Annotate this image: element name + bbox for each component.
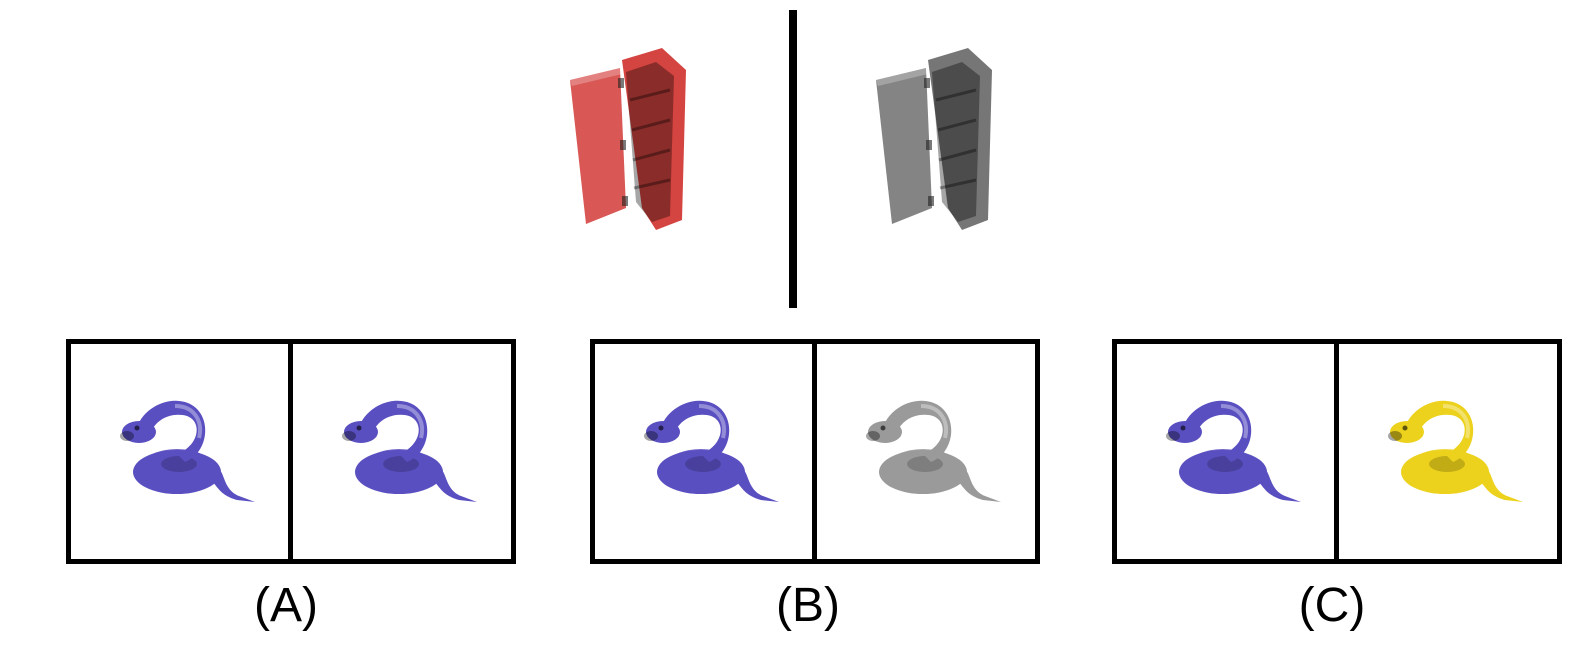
option-c-panel[interactable] [1112,339,1562,564]
panel-divider [812,344,817,559]
option-b-panel[interactable] [590,339,1040,564]
blue-snake-image [340,398,477,504]
option-a-right-cell [293,344,511,559]
option-b-left-cell [595,344,812,559]
blue-snake-image [118,398,255,504]
panel-divider [288,344,293,559]
gray-snake-image [864,398,1001,504]
blue-snake-image [642,398,779,504]
option-a-panel[interactable] [66,339,516,564]
option-b-label: (B) [776,579,840,632]
option-c-left-cell [1117,344,1334,559]
yellow-snake-image [1386,398,1523,504]
blue-snake-image [1164,398,1301,504]
center-divider [789,10,797,308]
gray-cabinet-image [876,48,994,232]
option-c-right-cell [1339,344,1557,559]
red-cabinet-image [570,48,688,232]
panel-divider [1334,344,1339,559]
option-a-left-cell [71,344,288,559]
option-a-label: (A) [254,579,318,632]
option-b-right-cell [817,344,1035,559]
option-c-label: (C) [1298,579,1366,632]
